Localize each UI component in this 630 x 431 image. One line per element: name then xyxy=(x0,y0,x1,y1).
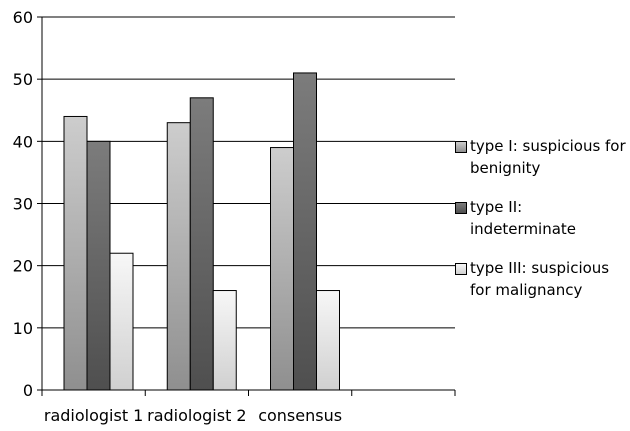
axis-labels: 0 10 20 30 40 50 60 radiologist 1 radiologist 2 c… xyxy=(13,8,342,425)
legend-label-type-3: type III: suspicious for malignancy xyxy=(470,259,610,299)
legend-label-type-2: type II: indeterminate xyxy=(470,198,577,238)
bar-2-2 xyxy=(189,97,214,391)
legend: type I: suspicious for benignity type II… xyxy=(455,135,630,318)
legend-item-type-3: type III: suspicious for malignancy xyxy=(455,257,630,301)
bar-3-1 xyxy=(109,252,134,391)
y-tick-label: 0 xyxy=(23,381,33,400)
bar-1-3 xyxy=(270,147,294,391)
legend-label-type-1: type I: suspicious for benignity xyxy=(470,137,626,177)
bar-1-1 xyxy=(63,115,88,391)
x-category-label: radiologist 1 xyxy=(44,406,143,425)
y-tick-label: 60 xyxy=(13,8,33,27)
legend-item-type-2: type II: indeterminate xyxy=(455,196,630,240)
bar-3-2 xyxy=(212,290,237,391)
bar-2-3 xyxy=(293,72,317,391)
y-tick-label: 50 xyxy=(13,70,33,89)
bar-1-2 xyxy=(166,122,191,391)
axes xyxy=(37,16,456,396)
y-tick-label: 10 xyxy=(13,319,33,338)
legend-swatch-type-1 xyxy=(455,141,467,153)
y-tick-label: 20 xyxy=(13,257,33,276)
bars-group xyxy=(63,72,340,391)
y-tick-label: 30 xyxy=(13,195,33,214)
bar-2-1 xyxy=(86,140,111,391)
x-category-label: radiologist 2 xyxy=(147,406,246,425)
legend-item-type-1: type I: suspicious for benignity xyxy=(455,135,630,179)
legend-swatch-type-3 xyxy=(455,263,467,275)
y-tick-label: 40 xyxy=(13,132,33,151)
bar-3-3 xyxy=(316,290,340,391)
x-category-label: consensus xyxy=(258,406,342,425)
legend-swatch-type-2 xyxy=(455,202,467,214)
